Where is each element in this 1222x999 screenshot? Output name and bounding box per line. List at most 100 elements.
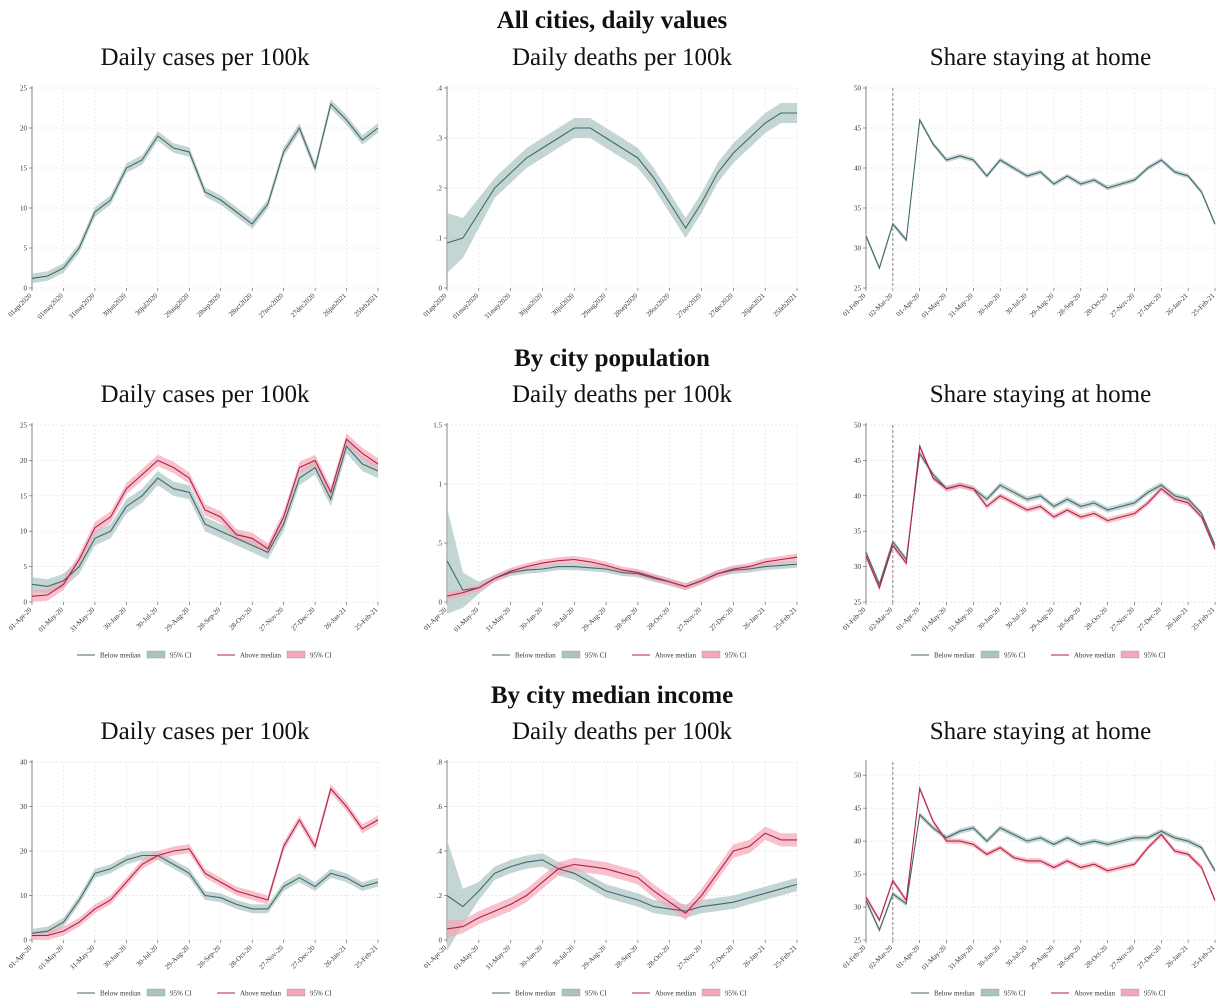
- x-tick-label: 27dec2020: [707, 291, 735, 319]
- ci-band: [866, 117, 1215, 271]
- x-tick-label: 30-Jul-20: [135, 943, 160, 968]
- legend-label: Above median: [1074, 990, 1116, 998]
- y-tick-label: 10: [20, 528, 28, 536]
- x-tick-label: 25-Feb-21: [353, 605, 380, 632]
- y-tick-label: 15: [20, 492, 28, 500]
- y-tick-label: 5: [24, 563, 28, 571]
- y-tick-label: 0: [439, 599, 443, 607]
- y-tick-label: 35: [854, 205, 862, 213]
- x-tick-label: 27-Nov-20: [258, 605, 286, 633]
- x-tick-label: 29-Aug-20: [163, 943, 191, 971]
- x-tick-label: 28-Oct-20: [645, 605, 671, 631]
- line: [32, 787, 379, 937]
- x-tick-label: 01-Apr-20: [422, 605, 449, 632]
- x-tick-label: 31-May-20: [484, 605, 512, 633]
- legend-label: Below median: [515, 652, 556, 660]
- y-tick-label: 0: [439, 285, 443, 293]
- x-tick-label: 27-Dec-20: [290, 943, 317, 970]
- x-tick-label: 31may2020: [67, 291, 96, 320]
- x-tick-label: 30-Jun-20: [102, 605, 128, 631]
- x-tick-label: 27-Nov-20: [258, 943, 286, 971]
- x-tick-label: 28sep2020: [195, 291, 222, 318]
- ci-band: [866, 812, 1215, 933]
- legend-label: 95% CI: [310, 652, 332, 660]
- x-tick-label: 02-Mar-20: [867, 943, 894, 970]
- legend-label: 95% CI: [585, 652, 607, 660]
- x-tick-label: 30jun2020: [101, 291, 128, 318]
- y-tick-label: 5: [24, 245, 28, 253]
- x-tick-label: 26jan2021: [740, 291, 767, 318]
- ci-band: [32, 784, 378, 940]
- x-tick-label: 31-May-20: [947, 291, 975, 319]
- x-tick-label: 25-Feb-21: [1190, 943, 1217, 970]
- y-tick-label: 25: [854, 285, 862, 293]
- legend-label: 95% CI: [725, 990, 747, 998]
- line: [31, 438, 379, 597]
- x-tick-label: 28-Sep-20: [613, 605, 640, 632]
- y-tick-label: 25: [20, 85, 28, 93]
- y-tick-label: 30: [854, 563, 862, 571]
- y-tick-label: 40: [20, 759, 28, 767]
- x-tick-label: 01-May-20: [920, 605, 948, 633]
- legend-label: 95% CI: [1144, 652, 1166, 660]
- chart-title: Share staying at home: [930, 44, 1151, 71]
- legend-label: 95% CI: [310, 990, 332, 998]
- x-tick-label: 01-May-20: [452, 943, 480, 971]
- x-tick-label: 30-Jul-20: [1004, 605, 1029, 630]
- legend-swatch: [561, 988, 581, 997]
- x-tick-label: 28-Sep-20: [1056, 291, 1083, 318]
- legend-label: Above median: [655, 652, 697, 660]
- x-tick-label: 25feb2021: [353, 291, 380, 318]
- x-tick-label: 28-Oct-20: [1083, 943, 1109, 969]
- y-tick-label: 45: [854, 805, 862, 813]
- y-tick-label: 25: [854, 599, 862, 607]
- legend-label: 95% CI: [170, 652, 192, 660]
- x-tick-label: 28-Oct-20: [1083, 605, 1109, 631]
- x-tick-label: 28-Sep-20: [613, 943, 640, 970]
- x-tick-label: 30-Jul-20: [551, 943, 576, 968]
- legend-label: Above median: [655, 990, 697, 998]
- legend-swatch: [980, 988, 1000, 997]
- legend-label: Above median: [240, 990, 282, 998]
- x-tick-label: 01-Apr-20: [422, 943, 449, 970]
- x-tick-label: 27-Dec-20: [1136, 943, 1163, 970]
- x-tick-label: 27nov2020: [675, 291, 703, 319]
- x-tick-label: 31-May-20: [947, 943, 975, 971]
- y-tick-label: .1: [437, 235, 443, 243]
- x-tick-label: 01-Apr-20: [895, 291, 922, 318]
- x-tick-label: 27-Dec-20: [1136, 605, 1163, 632]
- x-tick-label: 31-May-20: [68, 943, 96, 971]
- ci-band: [447, 826, 797, 938]
- x-tick-label: 31-May-20: [68, 605, 96, 633]
- x-tick-label: 30-Jul-20: [1004, 291, 1029, 316]
- y-tick-label: 1.5: [433, 422, 442, 430]
- y-tick-label: 40: [854, 492, 862, 500]
- y-tick-label: .4: [437, 85, 443, 93]
- chart-title: Daily deaths per 100k: [512, 718, 733, 745]
- x-tick-label: 26-Jan-21: [1164, 943, 1190, 969]
- x-tick-label: 28oct2020: [227, 291, 254, 318]
- y-tick-label: .2: [437, 892, 443, 900]
- x-tick-label: 27-Nov-20: [1108, 943, 1136, 971]
- y-tick-label: .6: [437, 803, 443, 811]
- x-tick-label: 28-Oct-20: [1083, 291, 1109, 317]
- x-tick-label: 30-Jun-20: [518, 605, 544, 631]
- chart-title: Daily deaths per 100k: [512, 381, 733, 408]
- section-title: All cities, daily values: [497, 7, 728, 34]
- x-tick-label: 25-Feb-21: [1190, 605, 1217, 632]
- legend-swatch: [1120, 988, 1140, 997]
- section-title: By city median income: [491, 682, 733, 709]
- section-title: By city population: [514, 345, 710, 372]
- y-tick-label: 10: [20, 892, 28, 900]
- x-tick-label: 28oct2020: [645, 291, 672, 318]
- x-tick-label: 30jun2020: [517, 291, 544, 318]
- y-tick-label: 30: [20, 803, 28, 811]
- legend-swatch: [286, 650, 306, 659]
- y-tick-label: 35: [854, 528, 862, 536]
- x-tick-label: 01-May-20: [920, 943, 948, 971]
- y-tick-label: 10: [20, 205, 28, 213]
- x-tick-label: 01-May-20: [37, 605, 65, 633]
- x-tick-label: 28sep2020: [612, 291, 639, 318]
- ci-band: [447, 507, 797, 614]
